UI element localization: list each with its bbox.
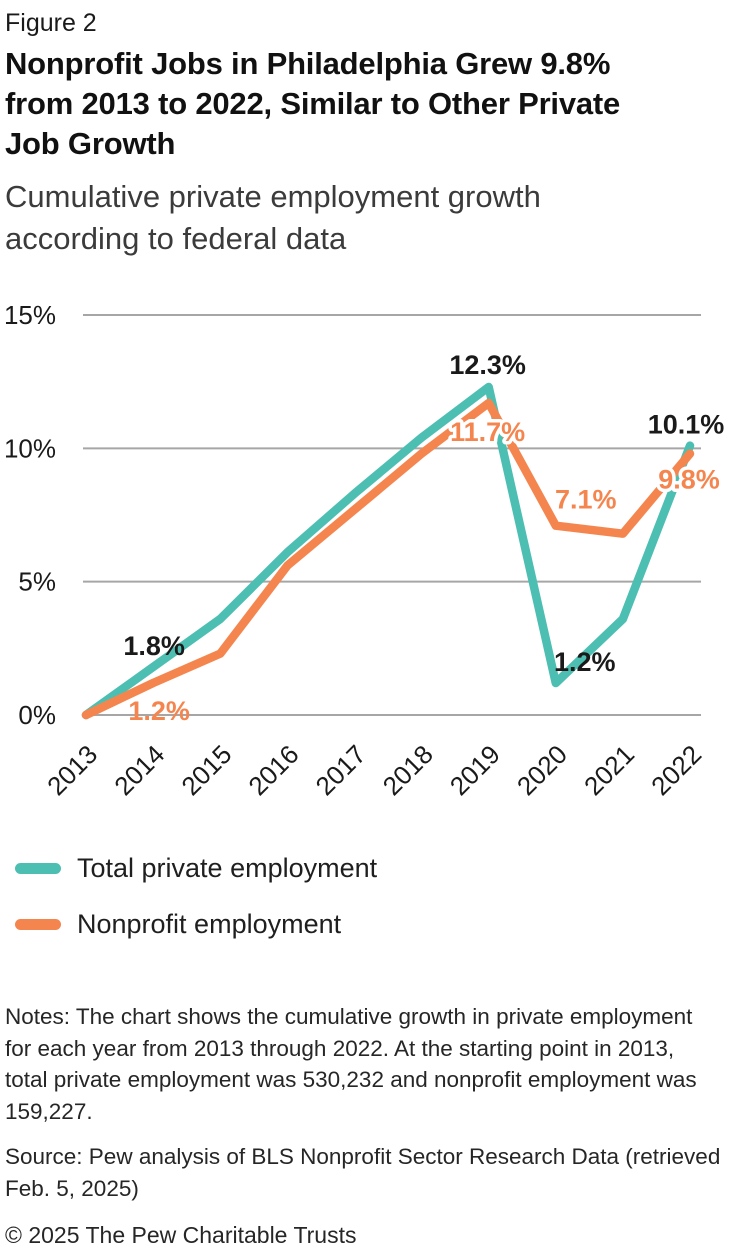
chart-title-line-2: from 2013 to 2022, Similar to Other Priv… — [5, 86, 621, 121]
svg-text:1.2%: 1.2% — [128, 696, 190, 726]
legend-label: Total private employment — [77, 852, 378, 883]
point-labels: 1.8% 1.2% 12.3% 11.7% 7.1% 1.2% 10.1% 9.8% — [123, 350, 724, 726]
svg-text:2017: 2017 — [310, 739, 372, 801]
line-chart-svg: 0%5%10%15% 2013 2014 2015 2016 2017 2018 2019 2… — [4, 300, 724, 801]
svg-text:2015: 2015 — [175, 739, 237, 801]
source-line: Source: Pew analysis of BLS Nonprofit Se… — [5, 1144, 721, 1169]
svg-text:5%: 5% — [18, 567, 56, 597]
legend-item-nonprofit: Nonprofit employment — [15, 907, 728, 941]
svg-text:1.2%: 1.2% — [554, 647, 616, 677]
line-chart: 0% 5% 10% 15% 2013 2014 2015 2016 2017 2018 2019 2… — [4, 290, 728, 815]
legend-label: Nonprofit employment — [77, 908, 342, 939]
chart-title-line-1: Nonprofit Jobs in Philadelphia Grew 9.8% — [5, 46, 611, 81]
legend-item-total-private: Total private employment — [15, 851, 728, 885]
chart-title-line-3: Job Growth — [5, 126, 176, 161]
notes-line: Notes: The chart shows the cumulative gr… — [5, 1004, 693, 1029]
x-axis-labels: 2013 2014 2015 2016 2017 2018 2019 2020 2021 2022 — [41, 739, 707, 801]
svg-text:2018: 2018 — [377, 739, 439, 801]
total-private-line-swatch-icon — [15, 862, 61, 874]
nonprofit-line-swatch-icon — [15, 918, 61, 930]
source-text: Source: Pew analysis of BLS Nonprofit Se… — [5, 1141, 728, 1204]
gridlines — [83, 314, 701, 716]
svg-text:11.7%: 11.7% — [450, 417, 525, 447]
svg-text:1.8%: 1.8% — [123, 631, 185, 661]
notes-line: for each year from 2013 through 2022. At… — [5, 1035, 675, 1061]
chart-subtitle: Cumulative private employment growth acc… — [5, 176, 728, 260]
svg-text:12.3%: 12.3% — [449, 350, 526, 380]
svg-text:2021: 2021 — [578, 739, 640, 801]
svg-text:0%: 0% — [18, 700, 56, 730]
chart-subtitle-line-1: Cumulative private employment growth — [5, 179, 541, 214]
svg-text:9.8%: 9.8% — [658, 465, 720, 495]
series-lines — [81, 382, 695, 720]
chart-title: Nonprofit Jobs in Philadelphia Grew 9.8%… — [5, 44, 728, 164]
chart-subtitle-line-2: according to federal data — [5, 221, 347, 256]
svg-text:15%: 15% — [5, 300, 56, 330]
svg-text:10%: 10% — [5, 433, 56, 463]
svg-text:7.1%: 7.1% — [555, 485, 617, 515]
source-line: Feb. 5, 2025) — [5, 1175, 139, 1201]
y-axis-labels: 0% 5% 10% 15% — [4, 300, 56, 730]
svg-text:10.1%: 10.1% — [648, 410, 725, 440]
svg-text:2016: 2016 — [242, 739, 304, 801]
notes-text: Notes: The chart shows the cumulative gr… — [5, 1001, 728, 1127]
figure-label: Figure 2 — [5, 9, 97, 37]
copyright-text: © 2025 The Pew Charitable Trusts — [5, 1222, 357, 1248]
svg-text:2022: 2022 — [645, 739, 707, 801]
svg-text:2019: 2019 — [444, 739, 506, 801]
svg-text:2013: 2013 — [41, 739, 103, 801]
chart-legend: Total private employment Nonprofit emplo… — [15, 851, 728, 941]
svg-text:2014: 2014 — [108, 739, 170, 801]
notes-line: 159,227. — [5, 1098, 93, 1124]
svg-text:2020: 2020 — [511, 739, 573, 801]
notes-line: total private employment was 530,232 and… — [5, 1067, 697, 1092]
